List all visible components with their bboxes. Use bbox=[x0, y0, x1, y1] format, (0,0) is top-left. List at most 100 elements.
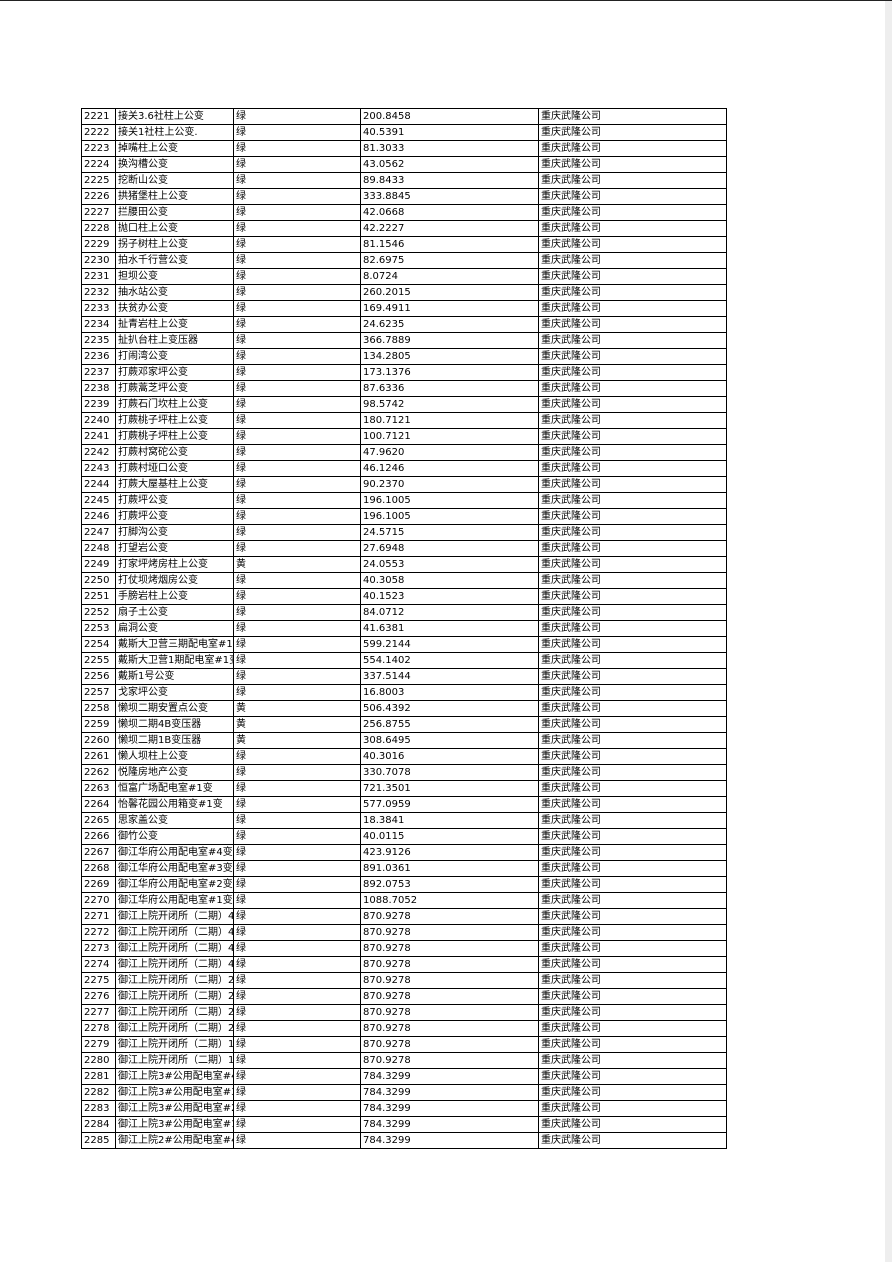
value: 41.6381 bbox=[361, 621, 539, 637]
value: 47.9620 bbox=[361, 445, 539, 461]
status-color: 绿 bbox=[234, 781, 361, 797]
station-name: 御江上院开闭所（二期）2 bbox=[116, 989, 234, 1005]
row-id: 2272 bbox=[82, 925, 116, 941]
status-color: 绿 bbox=[234, 493, 361, 509]
row-id: 2269 bbox=[82, 877, 116, 893]
row-id: 2255 bbox=[82, 653, 116, 669]
table-row: 2278 御江上院开闭所（二期）2 绿 870.9278 重庆武隆公司 bbox=[82, 1021, 727, 1037]
station-name: 思家盖公变 bbox=[116, 813, 234, 829]
row-id: 2228 bbox=[82, 221, 116, 237]
row-id: 2226 bbox=[82, 189, 116, 205]
value: 200.8458 bbox=[361, 109, 539, 125]
company: 重庆武隆公司 bbox=[539, 685, 727, 701]
station-name: 悦隆房地产公变 bbox=[116, 765, 234, 781]
station-name: 懒坝二期安置点公变 bbox=[116, 701, 234, 717]
company: 重庆武隆公司 bbox=[539, 301, 727, 317]
table-row: 2257 戈家坪公变绿 16.8003 重庆武隆公司 bbox=[82, 685, 727, 701]
row-id: 2241 bbox=[82, 429, 116, 445]
table-row: 2244 打蕨大屋基柱上公变绿 90.2370 重庆武隆公司 bbox=[82, 477, 727, 493]
value: 40.1523 bbox=[361, 589, 539, 605]
row-id: 2270 bbox=[82, 893, 116, 909]
status-color: 绿 bbox=[234, 589, 361, 605]
value: 180.7121 bbox=[361, 413, 539, 429]
status-color: 绿 bbox=[234, 541, 361, 557]
company: 重庆武隆公司 bbox=[539, 269, 727, 285]
value: 423.9126 bbox=[361, 845, 539, 861]
company: 重庆武隆公司 bbox=[539, 109, 727, 125]
station-name: 恒富广场配电室#1变 bbox=[116, 781, 234, 797]
value: 90.2370 bbox=[361, 477, 539, 493]
value: 24.6235 bbox=[361, 317, 539, 333]
station-name: 御江上院开闭所（二期）4 bbox=[116, 941, 234, 957]
row-id: 2224 bbox=[82, 157, 116, 173]
table-row: 2262 悦隆房地产公变绿 330.7078 重庆武隆公司 bbox=[82, 765, 727, 781]
table-row: 2281 御江上院3#公用配电室#4 绿 784.3299 重庆武隆公司 bbox=[82, 1069, 727, 1085]
value: 784.3299 bbox=[361, 1101, 539, 1117]
value: 81.3033 bbox=[361, 141, 539, 157]
company: 重庆武隆公司 bbox=[539, 189, 727, 205]
status-color: 绿 bbox=[234, 173, 361, 189]
status-color: 绿 bbox=[234, 141, 361, 157]
table-row: 2222 接关1社柱上公变. 绿 40.5391 重庆武隆公司 bbox=[82, 125, 727, 141]
station-name: 扯青岩柱上公变 bbox=[116, 317, 234, 333]
status-color: 绿 bbox=[234, 477, 361, 493]
station-name: 扯扒台柱上变压器 bbox=[116, 333, 234, 349]
row-id: 2279 bbox=[82, 1037, 116, 1053]
station-name: 打蕨村垭口公变 bbox=[116, 461, 234, 477]
value: 24.5715 bbox=[361, 525, 539, 541]
station-name: 扇子土公变 bbox=[116, 605, 234, 621]
value: 81.1546 bbox=[361, 237, 539, 253]
table-row: 2233 扶贫办公变绿 169.4911 重庆武隆公司 bbox=[82, 301, 727, 317]
status-color: 绿 bbox=[234, 1021, 361, 1037]
status-color: 绿 bbox=[234, 285, 361, 301]
table-row: 2265 思家盖公变绿 18.3841 重庆武隆公司 bbox=[82, 813, 727, 829]
status-color: 黄 bbox=[234, 557, 361, 573]
company: 重庆武隆公司 bbox=[539, 877, 727, 893]
station-name: 扁洞公变 bbox=[116, 621, 234, 637]
value: 196.1005 bbox=[361, 509, 539, 525]
company: 重庆武隆公司 bbox=[539, 493, 727, 509]
status-color: 绿 bbox=[234, 925, 361, 941]
value: 87.6336 bbox=[361, 381, 539, 397]
row-id: 2247 bbox=[82, 525, 116, 541]
company: 重庆武隆公司 bbox=[539, 669, 727, 685]
row-id: 2229 bbox=[82, 237, 116, 253]
table-row: 2272 御江上院开闭所（二期）4 绿 870.9278 重庆武隆公司 bbox=[82, 925, 727, 941]
table-row: 2234 扯青岩柱上公变绿 24.6235 重庆武隆公司 bbox=[82, 317, 727, 333]
value: 870.9278 bbox=[361, 925, 539, 941]
station-name: 担坝公变 bbox=[116, 269, 234, 285]
row-id: 2266 bbox=[82, 829, 116, 845]
status-color: 绿 bbox=[234, 1085, 361, 1101]
value: 721.3501 bbox=[361, 781, 539, 797]
table-row: 2225 挖断山公变绿 89.8433 重庆武隆公司 bbox=[82, 173, 727, 189]
company: 重庆武隆公司 bbox=[539, 701, 727, 717]
row-id: 2222 bbox=[82, 125, 116, 141]
row-id: 2274 bbox=[82, 957, 116, 973]
value: 366.7889 bbox=[361, 333, 539, 349]
table-row: 2255 戴斯大卫营1期配电室#1变绿 554.1402 重庆武隆公司 bbox=[82, 653, 727, 669]
station-name: 打闹湾公变 bbox=[116, 349, 234, 365]
value: 870.9278 bbox=[361, 1037, 539, 1053]
scrollbar-strip bbox=[885, 1, 892, 1262]
value: 40.3016 bbox=[361, 749, 539, 765]
status-color: 绿 bbox=[234, 909, 361, 925]
company: 重庆武隆公司 bbox=[539, 845, 727, 861]
row-id: 2238 bbox=[82, 381, 116, 397]
value: 870.9278 bbox=[361, 973, 539, 989]
status-color: 绿 bbox=[234, 397, 361, 413]
table-row: 2254 戴斯大卫营三期配电室#1 绿 599.2144 重庆武隆公司 bbox=[82, 637, 727, 653]
station-name: 御江上院3#公用配电室#4 bbox=[116, 1069, 234, 1085]
status-color: 绿 bbox=[234, 829, 361, 845]
row-id: 2280 bbox=[82, 1053, 116, 1069]
row-id: 2262 bbox=[82, 765, 116, 781]
station-name: 拐子树柱上公变 bbox=[116, 237, 234, 253]
station-name: 戈家坪公变 bbox=[116, 685, 234, 701]
status-color: 绿 bbox=[234, 525, 361, 541]
table-row: 2280 御江上院开闭所（二期）1 绿 870.9278 重庆武隆公司 bbox=[82, 1053, 727, 1069]
station-name: 挖断山公变 bbox=[116, 173, 234, 189]
row-id: 2260 bbox=[82, 733, 116, 749]
value: 169.4911 bbox=[361, 301, 539, 317]
status-color: 绿 bbox=[234, 1133, 361, 1149]
station-name: 打蕨邓家坪公变 bbox=[116, 365, 234, 381]
company: 重庆武隆公司 bbox=[539, 509, 727, 525]
